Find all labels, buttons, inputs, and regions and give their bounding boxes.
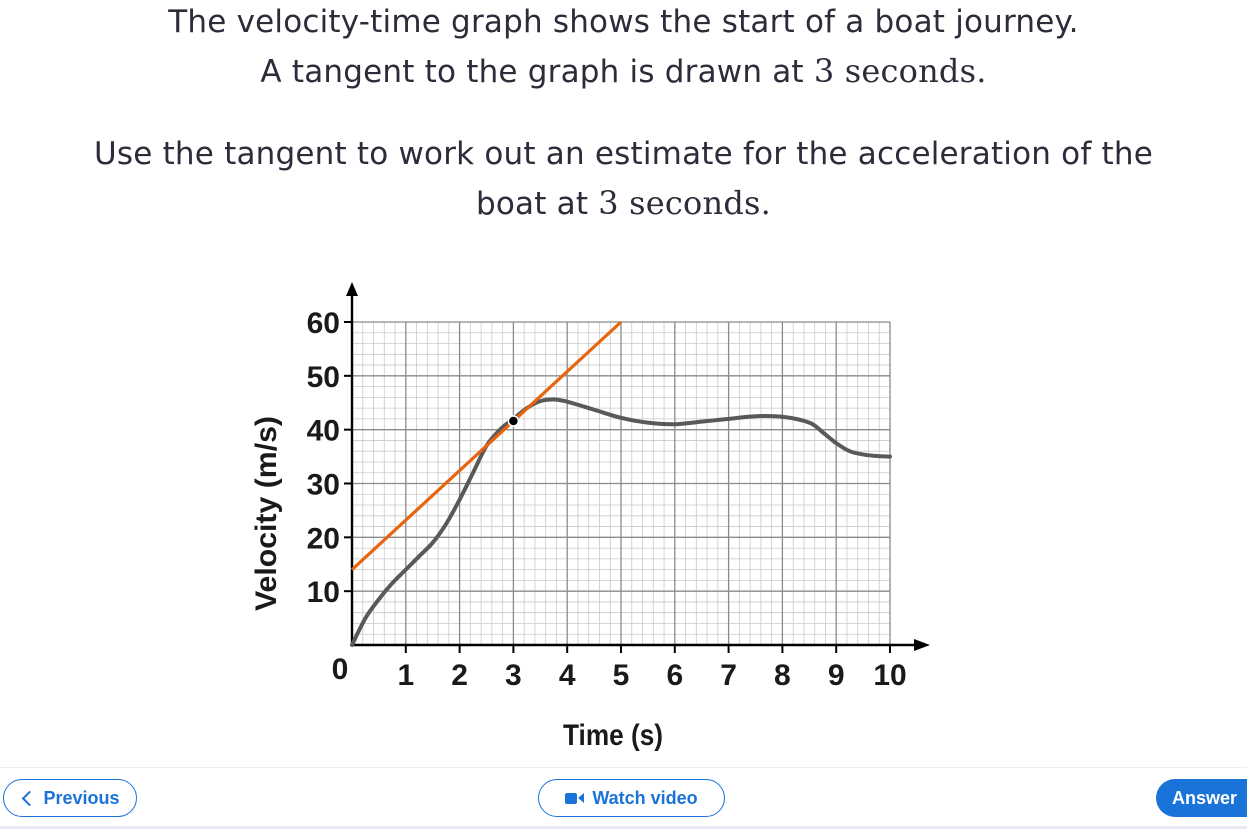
y-tick-label: 60	[307, 307, 340, 340]
x-tick-label: 1	[397, 659, 414, 692]
footer-bottom-bar	[0, 826, 1247, 829]
x-tick-label: 7	[720, 659, 737, 692]
answer-button[interactable]: Answer	[1156, 779, 1247, 817]
ticks	[344, 321, 891, 653]
tangent-line	[350, 320, 623, 571]
labels: 10 20 30 40 50 60 0 1 2 3 4 5 6 7 8 9 10 Time (s) Velocity…	[250, 307, 907, 752]
footer-divider	[0, 767, 1247, 768]
x-tick-label: 10	[873, 659, 906, 692]
watch-video-button[interactable]: Watch video	[538, 779, 725, 817]
question-line-4: boat at 3 seconds.	[475, 184, 772, 222]
x-tick-label: 4	[559, 659, 576, 692]
x-tick-label: 3	[505, 659, 522, 692]
x-tick-label: 0	[332, 653, 349, 686]
y-tick-label: 30	[307, 469, 340, 502]
x-axis-arrow	[914, 639, 930, 651]
y-tick-label: 40	[307, 415, 340, 448]
axes	[346, 282, 930, 651]
x-tick-label: 6	[666, 659, 683, 692]
previous-button[interactable]: Previous	[3, 779, 137, 817]
x-tick-label: 2	[451, 659, 468, 692]
y-tick-label: 50	[307, 361, 340, 394]
chevron-left-icon	[22, 790, 38, 806]
question-line-1: The velocity-time graph shows the start …	[168, 4, 1079, 40]
y-tick-label: 10	[307, 576, 340, 609]
y-axis-arrow	[346, 282, 358, 296]
tangent-point	[507, 415, 520, 427]
x-axis-label: Time (s)	[563, 719, 663, 752]
velocity-curve	[350, 397, 892, 647]
grid-major	[352, 321, 891, 645]
previous-label: Previous	[43, 787, 120, 808]
x-tick-label: 8	[774, 659, 791, 692]
y-tick-label: 20	[307, 522, 340, 555]
velocity-time-chart: 10 20 30 40 50 60 0 1 2 3 4 5 6 7 8 9 10 Time (s) Velocity…	[250, 282, 930, 752]
question-line-3: Use the tangent to work out an estimate …	[94, 136, 1153, 172]
watch-video-label: Watch video	[592, 787, 698, 808]
question-line-2: A tangent to the graph is drawn at 3 sec…	[260, 52, 987, 90]
series	[350, 320, 892, 647]
y-axis-label: Velocity (m/s)	[250, 416, 283, 611]
answer-label: Answer	[1172, 787, 1238, 808]
x-tick-label: 5	[613, 659, 630, 692]
x-tick-label: 9	[828, 659, 845, 692]
video-camera-icon	[565, 792, 585, 804]
